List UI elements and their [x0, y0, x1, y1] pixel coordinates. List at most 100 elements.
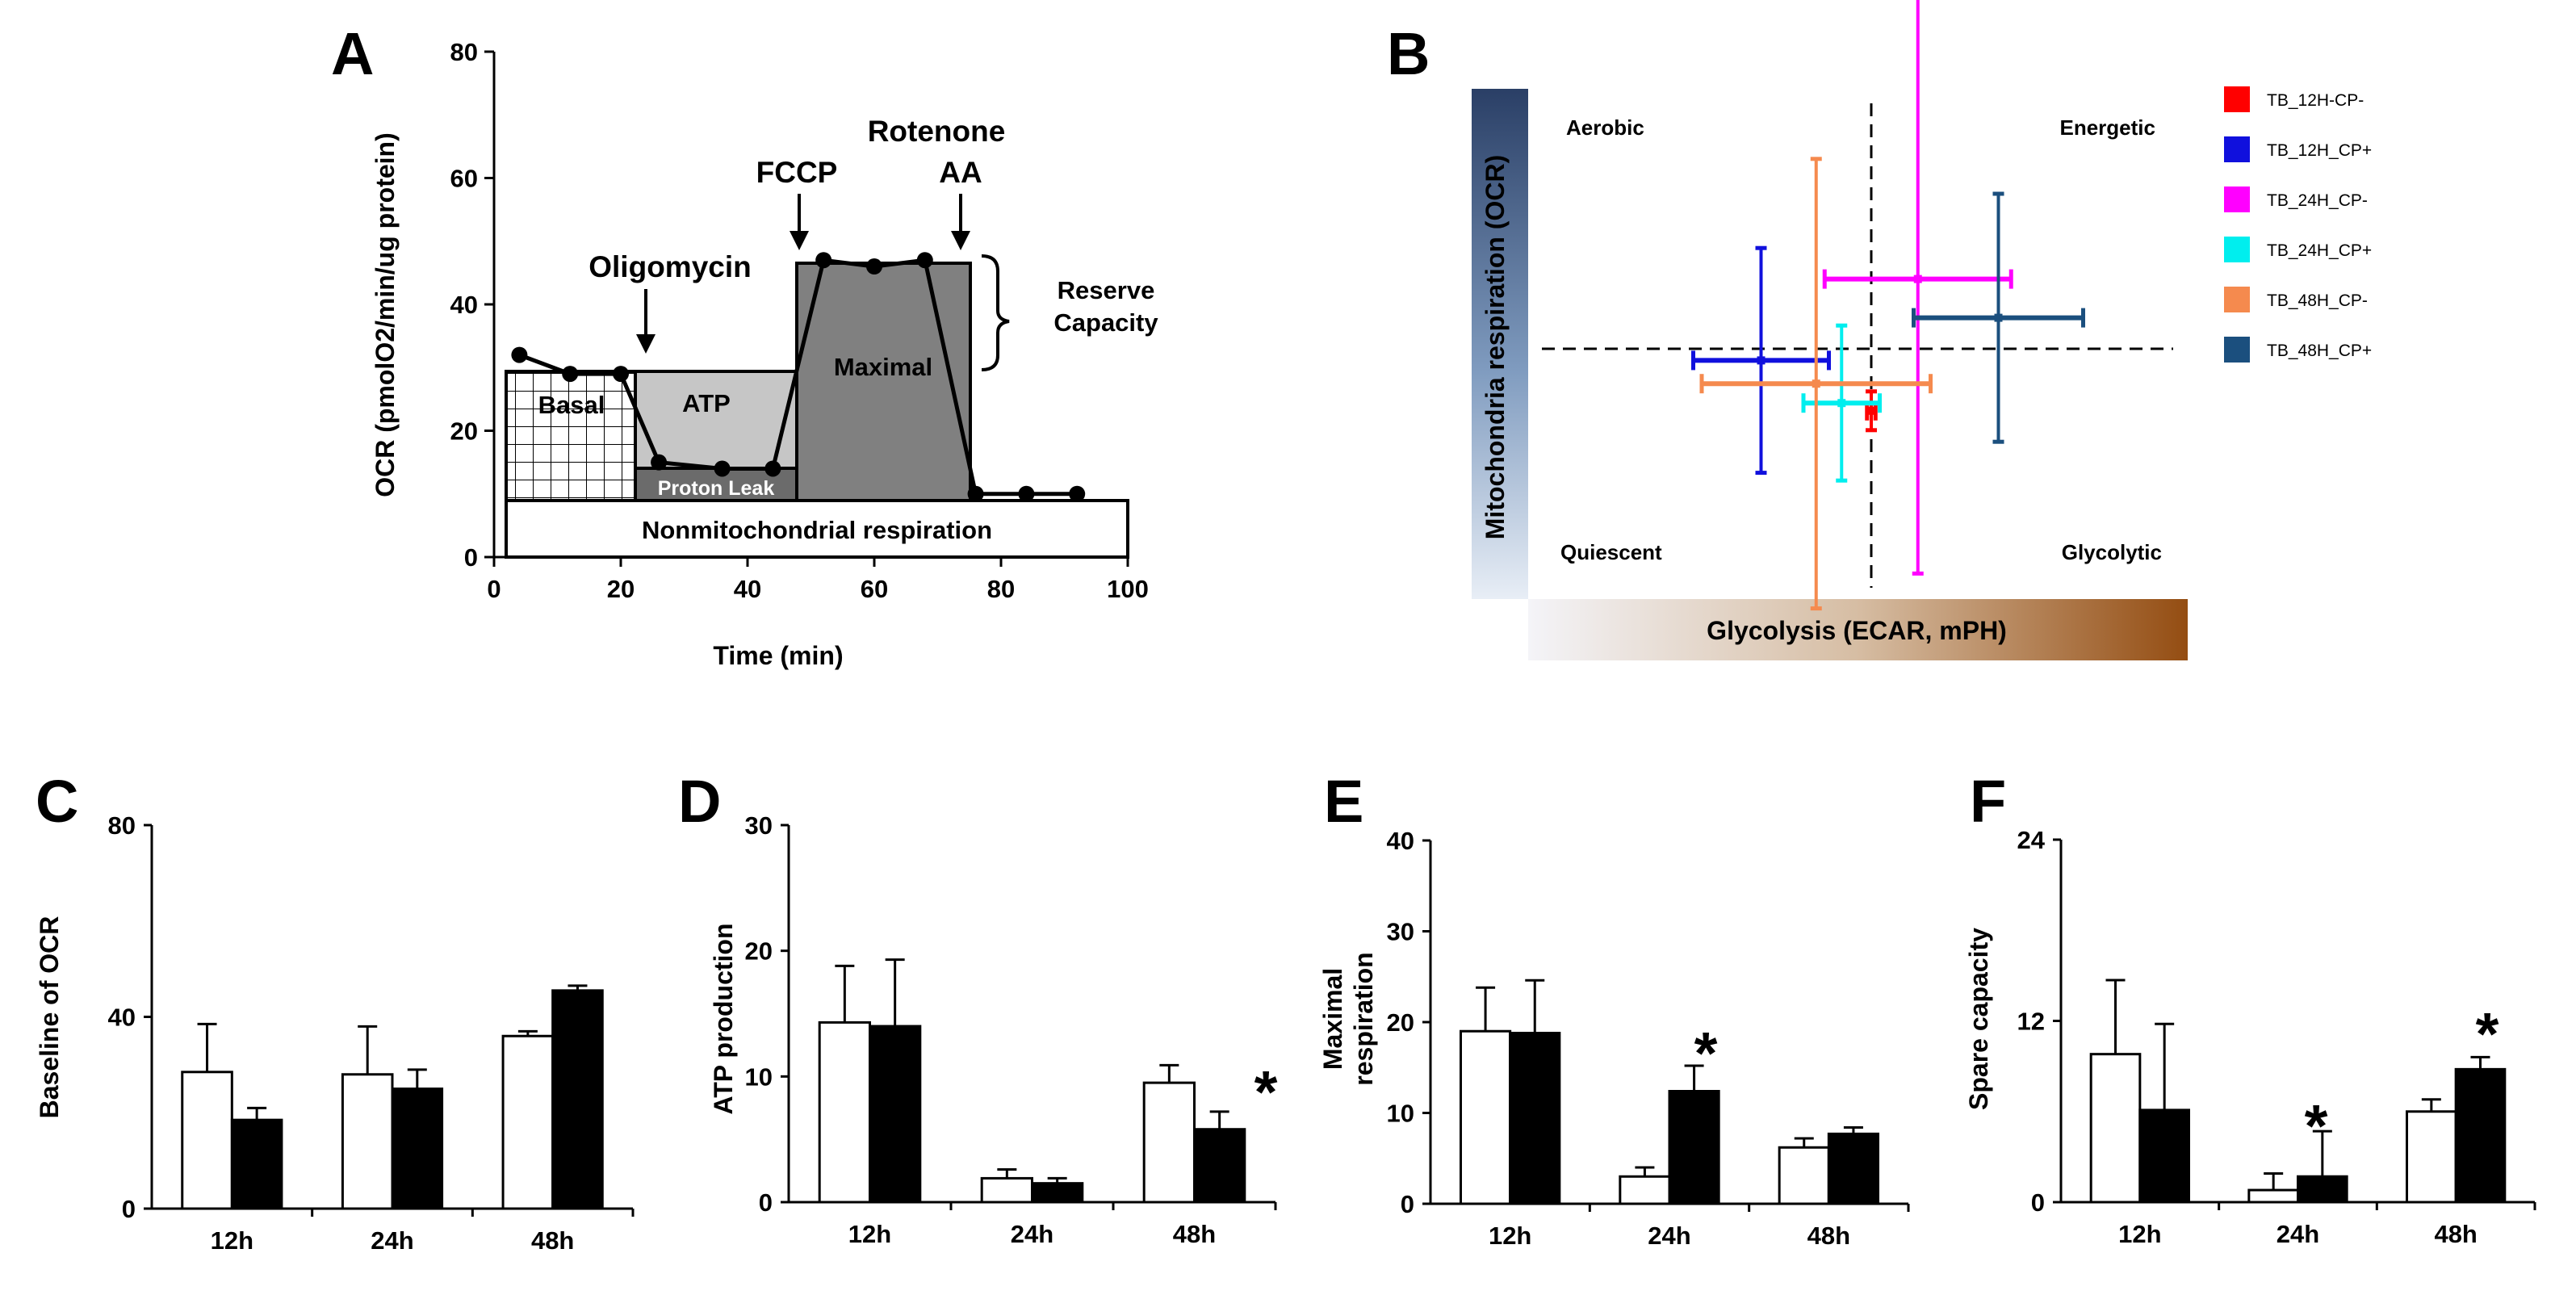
- x-tick-label: 24h: [1648, 1222, 1690, 1250]
- bar: [1509, 1032, 1561, 1205]
- bar: [391, 1088, 444, 1210]
- x-tick-label: 24h: [371, 1226, 413, 1255]
- aa-label: AA: [939, 156, 982, 189]
- bar: [1827, 1132, 1880, 1205]
- y-tick-label: 0: [759, 1188, 773, 1217]
- quadrant-plot-area: [1528, 89, 2188, 599]
- nonmito-region: [505, 499, 1129, 559]
- panel-a-x-tick-label: 20: [607, 575, 635, 603]
- bar: [181, 1071, 233, 1210]
- panel-b-x-label: Glycolysis (ECAR, mPH): [1707, 616, 2007, 645]
- panel-a-ocr-trace: [511, 252, 1086, 502]
- legend-label: TB_12H_CP+: [2267, 141, 2372, 160]
- significance-star-e-24h: *: [1694, 1020, 1718, 1087]
- bar: [2089, 1053, 2142, 1204]
- maximal-region: [795, 262, 972, 502]
- y-tick-label: 20: [745, 937, 773, 966]
- y-tick-label: 10: [745, 1062, 773, 1091]
- x-tick-label: 48h: [531, 1226, 574, 1255]
- panel-a-x-tick-label: 100: [1107, 575, 1149, 603]
- y-tick-label: 80: [108, 811, 136, 840]
- panel-b: B Mitochondria respiration (OCR) Glycoly…: [1387, 0, 2372, 660]
- rotenone-arrowhead: [951, 231, 970, 250]
- y-tick-label: 0: [1401, 1190, 1414, 1218]
- fccp-arrowhead: [790, 231, 809, 250]
- quadrant-glycolytic: Glycolytic: [2062, 540, 2162, 564]
- panel-c: C Baseline of OCR 0 40 80 12h 24h 48h: [35, 768, 635, 1255]
- maximal-label: Maximal: [834, 353, 932, 381]
- ocr-gradient-bar: [1472, 89, 1528, 599]
- y-tick-label: 0: [2031, 1188, 2045, 1217]
- capacity-label: Capacity: [1053, 308, 1158, 337]
- ocr-trace-line: [518, 258, 1078, 497]
- x-tick-label: 48h: [1807, 1222, 1850, 1250]
- panel-a-y-tick-label: 0: [464, 543, 478, 572]
- panel-f-y-label: Spare capacity: [1964, 928, 1993, 1110]
- panel-e-y-label-line2: respiration: [1349, 952, 1378, 1085]
- ecar-gradient-bar: [1528, 599, 2188, 660]
- panel-c-y-label: Baseline of OCR: [35, 916, 64, 1119]
- reserve-label: Reserve: [1058, 276, 1155, 304]
- bar: [1778, 1146, 1830, 1205]
- oligomycin-label: Oligomycin: [589, 250, 751, 283]
- bar: [2138, 1109, 2190, 1204]
- data-point: [1913, 275, 1922, 283]
- panel-a: A OCR (pmolO2/min/ug protein) Time (min)…: [331, 20, 1158, 670]
- legend-swatch: [2224, 86, 2250, 112]
- ocr-trace-point: [511, 346, 528, 363]
- panel-label-f: F: [1970, 768, 2006, 835]
- panel-e: E Maximal respiration * 0 10 20 30 40 12h 24h 4…: [1318, 768, 1910, 1250]
- y-tick-label: 10: [1387, 1100, 1414, 1128]
- ocr-trace-point: [815, 252, 832, 269]
- x-tick-label: 12h: [848, 1220, 891, 1248]
- panel-a-axes: 0 20 40 60 80 0 20 40 60 80 100: [450, 38, 1149, 603]
- panel-f-chart: 0 12 24 12h 24h 48h: [2017, 826, 2536, 1248]
- quadrant-quiescent: Quiescent: [1560, 540, 1662, 564]
- panel-label-e: E: [1324, 768, 1363, 835]
- x-tick-label: 48h: [2434, 1220, 2477, 1248]
- reserve-capacity-brace: [981, 254, 1010, 371]
- ocr-trace-point: [1069, 485, 1086, 502]
- legend-swatch: [2224, 237, 2250, 262]
- legend-label: TB_24H_CP-: [2267, 191, 2368, 210]
- data-point: [1867, 406, 1875, 415]
- y-tick-label: 40: [108, 1004, 136, 1032]
- panel-d-chart: 0 10 20 30 12h 24h 48h: [745, 811, 1277, 1248]
- panel-label-c: C: [36, 768, 78, 835]
- bar: [341, 1073, 394, 1210]
- x-tick-label: 12h: [2118, 1220, 2161, 1248]
- x-tick-label: 12h: [1489, 1222, 1531, 1250]
- ocr-trace-point: [1018, 485, 1035, 502]
- data-point: [1994, 313, 2003, 322]
- bar: [2406, 1110, 2457, 1204]
- y-tick-label: 12: [2017, 1008, 2045, 1036]
- legend-label: TB_12H-CP-: [2267, 91, 2364, 110]
- bar: [2297, 1175, 2348, 1204]
- panel-a-x-tick-label: 80: [987, 575, 1015, 603]
- panel-a-y-tick-label: 20: [450, 417, 478, 446]
- y-tick-label: 40: [1387, 827, 1414, 855]
- panel-b-points: [1542, 0, 2173, 611]
- bar: [230, 1118, 283, 1210]
- bar: [1142, 1081, 1196, 1204]
- fccp-label: FCCP: [756, 156, 838, 189]
- panel-c-chart: 0 40 80 12h 24h 48h: [108, 811, 635, 1255]
- atp-label: ATP: [682, 389, 731, 417]
- basal-label: Basal: [538, 391, 605, 419]
- bar: [551, 989, 604, 1210]
- x-tick-label: 12h: [211, 1226, 253, 1255]
- panel-label-b: B: [1387, 20, 1430, 87]
- bar: [1031, 1182, 1084, 1204]
- x-tick-label: 24h: [2277, 1220, 2319, 1248]
- ocr-trace-point: [967, 485, 984, 502]
- significance-star-f-24h: *: [2305, 1092, 2328, 1159]
- legend-label: TB_24H_CP+: [2267, 241, 2372, 260]
- y-tick-label: 24: [2017, 826, 2046, 854]
- panel-d-y-label: ATP production: [709, 923, 738, 1114]
- bar: [2247, 1188, 2299, 1204]
- y-tick-label: 0: [122, 1195, 136, 1223]
- bar: [501, 1034, 555, 1210]
- ocr-trace-point: [613, 366, 629, 383]
